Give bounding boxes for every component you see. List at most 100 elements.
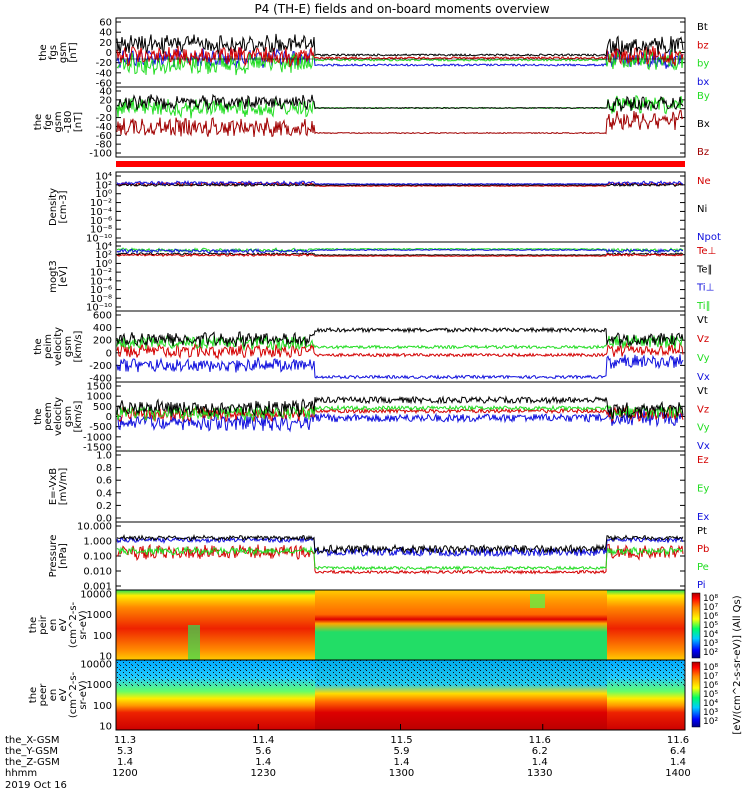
xaxis-value: 11.6: [667, 735, 689, 746]
ytick-label: 0: [106, 104, 112, 115]
panel-peem: the peem velocity gsm [km/s]150010005000-500…: [33, 381, 710, 454]
ylabel-line: fgs: [48, 45, 59, 60]
xaxis-value: 1230: [251, 768, 276, 779]
xaxis-value: 1.4: [117, 757, 133, 768]
series-te-par: [116, 252, 684, 257]
ytick-label: -200: [89, 361, 112, 372]
ytick-label: 10⁻¹⁰: [86, 234, 112, 245]
ytick-label: 1.0: [96, 451, 112, 462]
series-bx: [116, 93, 684, 112]
ylabel-line: eV: [58, 618, 69, 631]
ylabel-line: peir: [38, 614, 49, 634]
ytick-label: -1000: [83, 432, 112, 443]
ytick-label: 1.000: [83, 537, 112, 548]
legend-pressure-3: Pi: [697, 580, 706, 591]
colorbar-tick-label: 10⁷: [703, 672, 718, 682]
ytick-label: 0.6: [96, 476, 112, 487]
ytick-label: -80: [96, 140, 112, 151]
ytick-label: 1000: [87, 680, 112, 691]
panel-frame: [115, 241, 686, 312]
series-ti-perp: [116, 248, 684, 255]
ytick-label: 10⁰: [95, 259, 112, 270]
panel-frame: [115, 86, 686, 158]
ytick-label: -40: [96, 68, 112, 79]
colorbar-tick-label: 10⁸: [703, 594, 718, 604]
legend-fgs-3: bx: [697, 77, 709, 88]
ylabel-line: -180: [63, 111, 74, 134]
series-group-fgs: [116, 33, 685, 76]
xaxis-value: 11.6: [529, 735, 551, 746]
xaxis-value: 11.4: [252, 735, 274, 746]
ytick-label: 500: [93, 402, 112, 413]
ylabel-line: eV: [58, 688, 69, 701]
ytick-label: 10²: [95, 180, 112, 191]
legend-peim-1: Vz: [697, 334, 709, 345]
series-group-peem: [116, 395, 684, 433]
peir-yellow-patch: [530, 594, 545, 608]
series-bx: [116, 47, 684, 69]
ytick-label: 0.4: [96, 488, 112, 499]
colorbar-tick-label: 10⁴: [703, 699, 718, 709]
ytick-label: 10: [99, 722, 112, 733]
series-by: [116, 49, 684, 76]
spectrogram-layer: [115, 589, 686, 731]
peir-green-patch: [188, 625, 200, 660]
series-pt: [116, 533, 684, 555]
ytick-label: -400: [89, 374, 112, 385]
ytick-label: 10⁻⁸: [90, 294, 112, 305]
series-group-peim: [116, 326, 684, 380]
ylabel-line: peim: [43, 334, 54, 359]
colorbar-tick-label: 10⁵: [703, 690, 718, 700]
ylabel-line: Pressure: [48, 535, 59, 578]
legend-fgs-0: Bt: [697, 22, 708, 33]
ylabel-line: the: [33, 408, 44, 424]
ytick-label: 0: [106, 48, 112, 59]
ylabel-line: fge: [43, 114, 54, 130]
legend-fge-2: Bz: [697, 147, 709, 158]
ytick-label: 600: [93, 311, 112, 322]
legend-temp-3: Ti∥: [696, 301, 711, 312]
peir-sphere: [315, 590, 607, 660]
peir-sheath-left: [116, 590, 315, 660]
ylabel-line: velocity: [53, 327, 64, 366]
legend-fgs-1: bz: [697, 40, 709, 51]
colorbar-tick-label: 10²: [703, 717, 718, 727]
legend-fge-1: Bx: [697, 119, 710, 130]
series-group-density: [116, 179, 684, 188]
colorbar: 10⁸10⁸10⁷10⁷10⁶10⁶10⁵10⁵10⁴10⁴10³10³10²1…: [691, 592, 743, 735]
xaxis-value: 1.4: [670, 757, 686, 768]
xaxis-value: 6.2: [532, 746, 548, 757]
xaxis-value: 1.4: [532, 757, 548, 768]
xaxis-value: 1330: [527, 768, 552, 779]
panel-frame: [115, 171, 686, 243]
panel-density: Density [cm-3] 10⁴10²10⁰10⁻²10⁻⁴10⁻⁶10⁻⁸10…: [48, 171, 721, 245]
ytick-label: 0: [106, 412, 112, 423]
ylabel-line: gsm: [63, 406, 74, 427]
ylabel-line: the: [33, 114, 44, 130]
legend-fgs-2: by: [697, 59, 709, 70]
ytick-label: 0.100: [83, 552, 112, 563]
ytick-label: 100: [93, 631, 112, 642]
legend-pressure-2: Pe: [697, 562, 709, 573]
ytick-label: 10000: [80, 660, 112, 671]
legend-fge-0: By: [697, 91, 710, 102]
colorbar-tick-label: 10⁷: [703, 603, 718, 613]
ytick-label: 10⁻⁴: [90, 276, 112, 287]
legend-exb-0: Ez: [697, 455, 709, 466]
series-te-perp: [116, 252, 684, 258]
ytick-label: 1000: [87, 392, 112, 403]
ytick-label: 100: [93, 701, 112, 712]
colorbar-peer: [691, 661, 701, 728]
ylabel-peer: the peer en eV (cm^2-s-sr-eV): [28, 671, 89, 718]
ytick-label: 1000: [87, 610, 112, 621]
xaxis-row-label: hhmm: [5, 768, 37, 779]
colorbar-tick-label: 10⁶: [703, 681, 718, 691]
ytick-label: 10⁻²: [90, 268, 112, 279]
ylabel-line: [mV/m]: [58, 468, 69, 506]
ylabel-line: [nPa]: [58, 543, 69, 569]
ylabel-line: (cm^2-s-: [68, 671, 79, 718]
colorbar-tick-label: 10⁵: [703, 621, 718, 631]
